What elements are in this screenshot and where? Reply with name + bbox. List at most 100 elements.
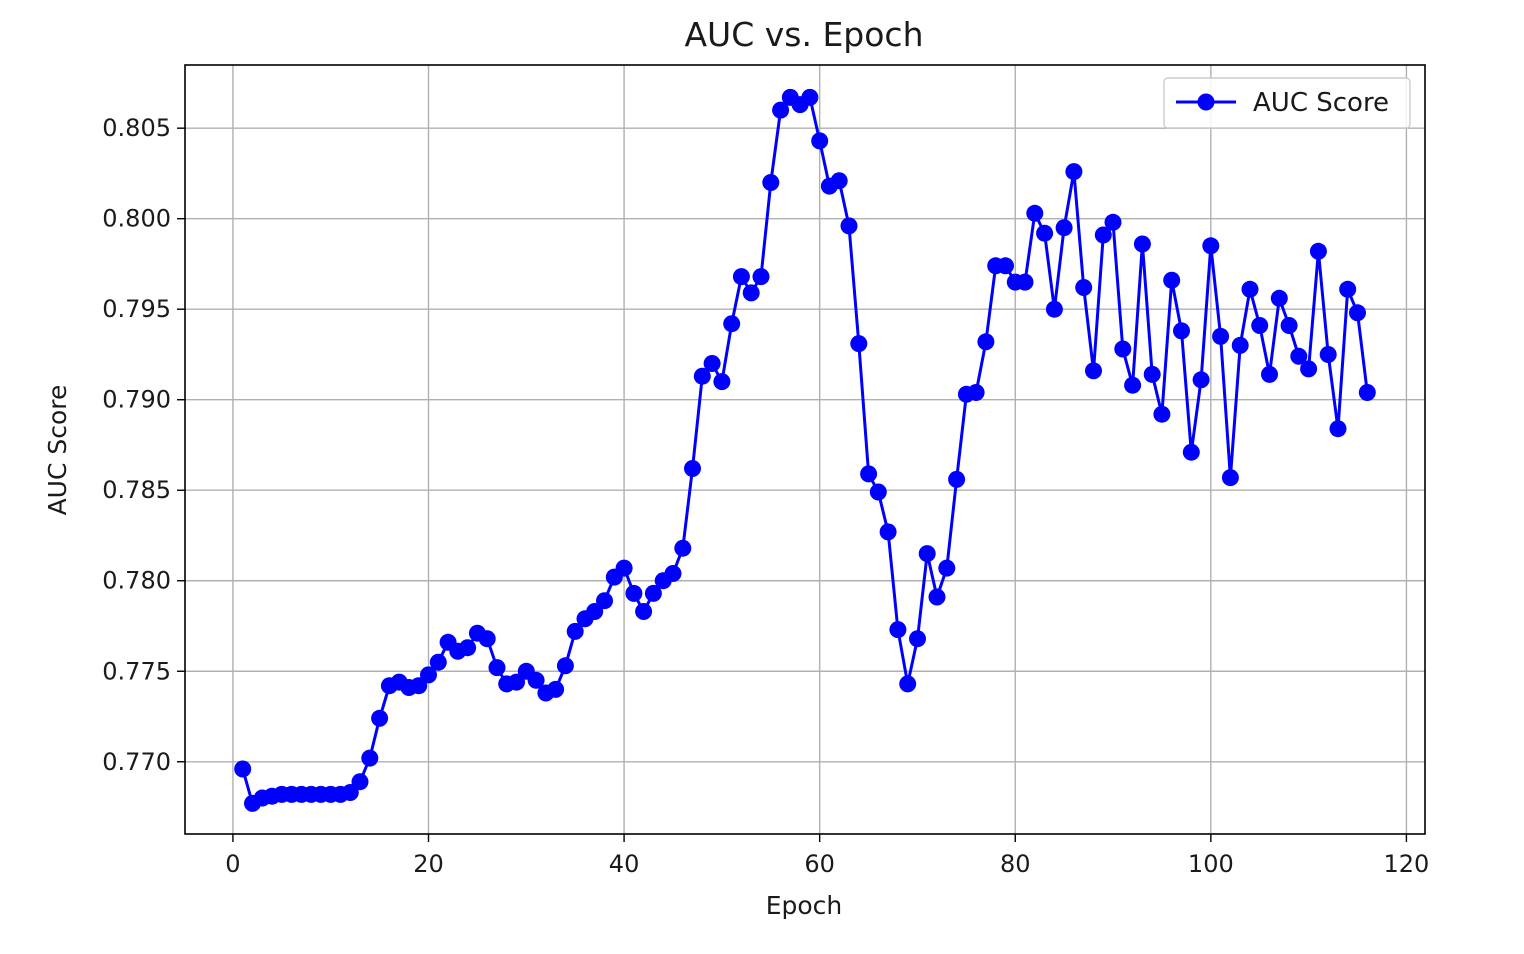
- chart-title: AUC vs. Epoch: [684, 15, 923, 54]
- data-point: [1339, 280, 1357, 298]
- data-point: [1290, 347, 1308, 365]
- data-point: [1212, 327, 1230, 345]
- data-point: [547, 680, 565, 698]
- data-point: [1309, 242, 1327, 260]
- data-point: [762, 174, 780, 191]
- data-point: [508, 673, 525, 691]
- data-point: [1280, 317, 1298, 334]
- legend: AUC Score: [1163, 77, 1411, 129]
- data-point: [1241, 280, 1259, 298]
- y-tick-label: 0.775: [102, 657, 171, 685]
- y-tick-label: 0.805: [102, 114, 171, 142]
- x-tick-label: 80: [1000, 850, 1031, 878]
- grid: [185, 65, 1425, 834]
- data-point: [234, 760, 252, 778]
- plot-frame: [184, 64, 1426, 835]
- data-point: [948, 470, 966, 488]
- data-point: [1202, 237, 1220, 255]
- x-tick-label: 40: [609, 850, 640, 878]
- data-point: [1270, 289, 1288, 307]
- data-point: [1075, 279, 1093, 296]
- data-point: [586, 603, 604, 620]
- data-point: [410, 677, 428, 695]
- data-point: [429, 653, 447, 671]
- data-point: [341, 784, 359, 801]
- y-tick-label: 0.800: [102, 205, 171, 233]
- legend-marker-swatch: [1197, 93, 1215, 111]
- data-point: [1329, 420, 1347, 438]
- data-point: [997, 257, 1014, 275]
- data-point: [635, 603, 653, 620]
- data-point: [371, 709, 389, 727]
- data-point: [351, 773, 369, 791]
- data-point: [1349, 304, 1366, 322]
- y-axis-label: AUC Score: [43, 385, 72, 516]
- data-point: [1133, 235, 1151, 253]
- data-point: [850, 335, 868, 353]
- data-point: [1045, 300, 1063, 318]
- data-point: [1036, 224, 1054, 242]
- data-point: [1182, 443, 1200, 461]
- data-point: [459, 639, 477, 657]
- x-tick-label: 60: [804, 850, 835, 878]
- data-point: [1173, 322, 1190, 340]
- x-tick-label: 20: [413, 850, 444, 878]
- y-tick-label: 0.780: [102, 567, 171, 595]
- data-point: [889, 621, 907, 639]
- series-layer: [234, 88, 1376, 812]
- data-point: [527, 671, 545, 689]
- data-point: [1143, 365, 1161, 383]
- data-point: [420, 666, 437, 684]
- data-point: [801, 88, 819, 106]
- data-point: [1192, 371, 1210, 389]
- data-point: [772, 101, 790, 119]
- data-point: [1221, 469, 1239, 487]
- data-point: [615, 559, 633, 577]
- data-point: [556, 657, 574, 675]
- data-point: [918, 545, 936, 563]
- data-point: [977, 333, 995, 351]
- data-point: [361, 749, 379, 767]
- data-point: [1085, 362, 1102, 380]
- data-point: [1114, 340, 1132, 358]
- data-point: [1055, 219, 1073, 237]
- data-point: [1319, 346, 1337, 363]
- data-point: [879, 523, 897, 541]
- data-point: [1094, 226, 1112, 244]
- data-point: [811, 132, 829, 150]
- data-point: [1251, 317, 1269, 334]
- y-tick-label: 0.770: [102, 748, 171, 776]
- data-point: [1016, 273, 1034, 291]
- x-tick-label: 100: [1188, 850, 1234, 878]
- data-point: [478, 630, 496, 648]
- data-point: [732, 268, 750, 286]
- data-point: [713, 373, 731, 391]
- x-tick-label: 0: [225, 850, 240, 878]
- x-tick-label: 120: [1384, 850, 1430, 878]
- data-point: [1153, 405, 1171, 423]
- ticks: 0 20 40 60 80 100 120 0.770 0.775 0.780 0.785 0.790…: [102, 114, 1429, 878]
- data-point: [1300, 360, 1318, 378]
- data-point: [860, 465, 878, 483]
- data-point: [742, 284, 760, 302]
- x-axis-label: Epoch: [766, 891, 843, 920]
- data-point: [1065, 163, 1083, 181]
- data-point: [674, 539, 692, 557]
- data-point: [703, 355, 721, 372]
- data-point: [1358, 384, 1376, 401]
- y-tick-label: 0.785: [102, 476, 171, 504]
- y-tick-label: 0.790: [102, 386, 171, 414]
- data-point: [928, 588, 946, 606]
- legend-box: [1163, 77, 1411, 129]
- data-point: [1231, 336, 1249, 354]
- data-point: [693, 367, 711, 385]
- data-point: [625, 584, 643, 602]
- data-point: [752, 268, 770, 286]
- data-point: [899, 675, 917, 693]
- data-point: [909, 630, 926, 648]
- data-point: [488, 659, 506, 677]
- data-point: [967, 384, 985, 401]
- data-point: [1261, 365, 1278, 383]
- data-point: [869, 483, 887, 501]
